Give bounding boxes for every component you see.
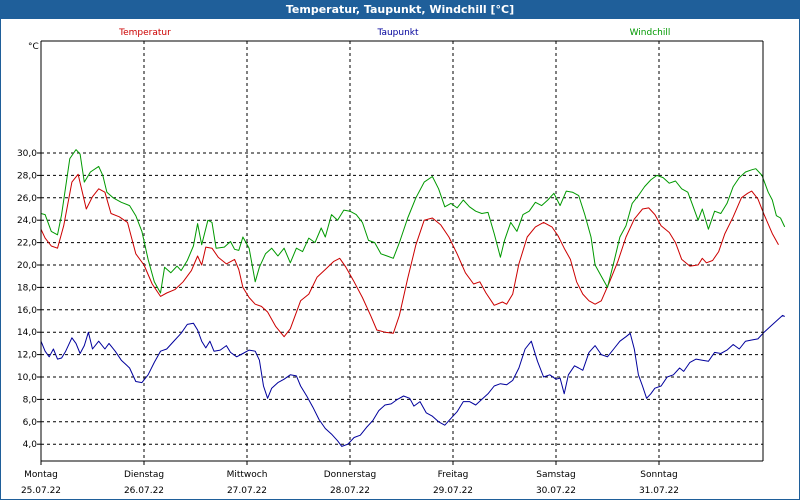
y-axis-unit: °C xyxy=(28,42,39,52)
y-tick-label: 8,0 xyxy=(23,395,38,405)
y-tick-label: 28,0 xyxy=(17,171,37,181)
x-day-label: Samstag xyxy=(536,470,575,480)
x-date-label: 25.07.22 xyxy=(21,486,61,496)
x-date-label: 27.07.22 xyxy=(227,486,267,496)
y-tick-label: 6,0 xyxy=(23,418,38,428)
gridlines xyxy=(41,41,763,461)
x-day-label: Montag xyxy=(24,470,58,480)
y-tick-label: 16,0 xyxy=(17,306,37,316)
x-day-label: Sonntag xyxy=(640,470,677,480)
x-day-label: Donnerstag xyxy=(324,470,377,480)
y-tick-label: 18,0 xyxy=(17,283,37,293)
legend-taupunkt: Taupunkt xyxy=(376,28,419,38)
y-tick-label: 24,0 xyxy=(17,216,37,226)
y-tick-label: 12,0 xyxy=(17,351,37,361)
y-tick-label: 14,0 xyxy=(17,328,37,338)
y-tick-label: 20,0 xyxy=(17,261,37,271)
chart-title: Temperatur, Taupunkt, Windchill [°C] xyxy=(1,1,799,19)
x-day-label: Mittwoch xyxy=(227,470,268,480)
legend-windchill: Windchill xyxy=(630,28,671,38)
x-date-label: 30.07.22 xyxy=(536,486,576,496)
x-date-label: 29.07.22 xyxy=(433,486,473,496)
series-line-temperatur xyxy=(40,173,779,338)
x-day-label: Dienstag xyxy=(124,470,164,480)
y-axis-ticks: 4,0 6,0 8,0 10,0 12,0 14,0 16,0 18,0 20,0 22,0 24,… xyxy=(17,149,41,450)
y-tick-label: 26,0 xyxy=(17,194,37,204)
y-tick-label: 22,0 xyxy=(17,239,37,249)
x-date-label: 28.07.22 xyxy=(330,486,370,496)
series-lines xyxy=(40,149,786,447)
y-tick-label: 4,0 xyxy=(23,440,38,450)
x-axis-ticks: Montag 25.07.22 Dienstag 26.07.22 Mittwoch 27… xyxy=(21,461,679,496)
series-line-windchill xyxy=(40,149,786,294)
y-tick-label: 30,0 xyxy=(17,149,37,159)
x-date-label: 31.07.22 xyxy=(639,486,679,496)
plot-area-background xyxy=(41,41,763,461)
y-tick-label: 10,0 xyxy=(17,373,37,383)
legend-temperatur: Temperatur xyxy=(118,28,171,38)
series-line-taupunkt xyxy=(40,314,785,447)
x-date-label: 26.07.22 xyxy=(124,486,164,496)
x-day-label: Freitag xyxy=(438,470,469,480)
